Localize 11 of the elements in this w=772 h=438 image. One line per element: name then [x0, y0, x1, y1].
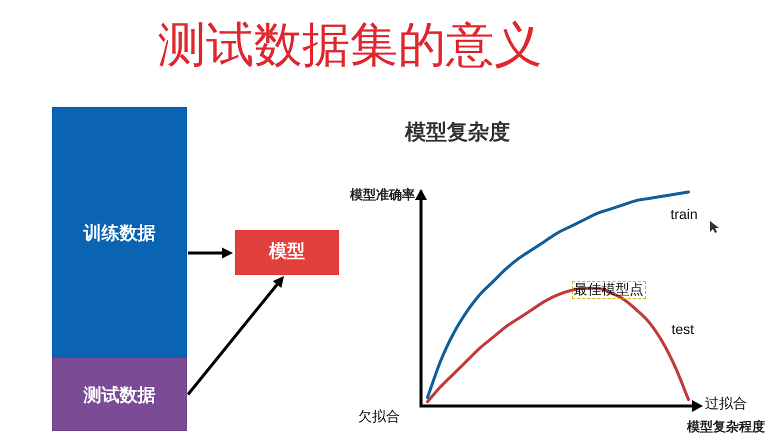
chart-title: 模型复杂度 — [405, 120, 510, 144]
text: 欠拟合 — [358, 409, 400, 426]
text: 过拟合 — [705, 396, 747, 412]
text: 测试数据集的意义 — [157, 17, 543, 74]
series-label: train — [670, 206, 698, 222]
series-label: test — [671, 320, 694, 337]
text: 模型 — [269, 241, 305, 263]
y-axis-title: 模型准确率 — [350, 188, 415, 204]
text: 训练数据 — [84, 223, 156, 245]
text: 测试数据 — [84, 385, 156, 407]
x-axis-title: 模型复杂程度 — [687, 420, 765, 436]
